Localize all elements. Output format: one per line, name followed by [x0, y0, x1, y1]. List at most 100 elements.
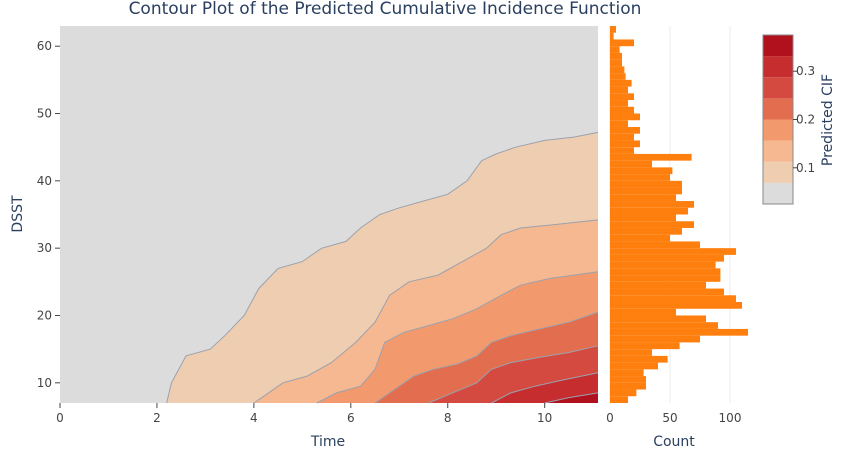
histogram-bar: [610, 59, 622, 67]
y-tick-label: 30: [37, 241, 52, 255]
histogram-bar: [610, 335, 700, 343]
histogram-bar: [610, 106, 634, 114]
histogram-bar: [610, 227, 682, 235]
histogram-bar: [610, 349, 652, 356]
histogram-bar: [610, 201, 694, 208]
x-tick-label: 10: [537, 411, 552, 425]
contour-panel[interactable]: [60, 26, 599, 404]
histogram-bar: [610, 328, 748, 336]
y-tick-label: 50: [37, 107, 52, 121]
colorbar-tick-label: 0.3: [796, 64, 815, 78]
histogram-x-axis: 0 50 100: [606, 411, 741, 425]
x-axis-title: Time: [310, 434, 345, 450]
histogram-bar: [610, 32, 614, 40]
x-tick-label: 0: [56, 411, 64, 425]
histogram-bar: [610, 376, 646, 383]
histogram-x-axis-title: Count: [653, 434, 695, 450]
histogram-bar: [610, 120, 628, 127]
contour-line-3: [316, 271, 599, 404]
histogram-bar: [610, 153, 692, 161]
histogram-bar: [610, 93, 634, 101]
histogram-bars: [610, 26, 748, 403]
colorbar-title: Predicted CIF: [820, 74, 836, 166]
colorbar-swatch: [763, 98, 793, 120]
colorbar-swatch: [763, 119, 793, 141]
y-tick-label: 40: [37, 174, 52, 188]
y-axis: 10 20 30 40 50 60: [37, 39, 60, 390]
histogram-bar: [610, 73, 626, 80]
histogram-bar: [610, 160, 652, 168]
histogram-bar: [610, 180, 682, 188]
y-tick-label: 10: [37, 376, 52, 390]
x-tick-label: 6: [347, 411, 355, 425]
histogram-x-tick-label: 50: [662, 411, 677, 425]
histogram-bar: [610, 113, 640, 121]
histogram-bar: [610, 100, 628, 107]
histogram-bar: [610, 268, 721, 276]
colorbar-swatch: [763, 35, 793, 57]
contour-band-6: [491, 372, 598, 403]
histogram-bar: [610, 126, 640, 134]
histogram-bar: [610, 248, 736, 255]
contour-line-6: [491, 372, 599, 404]
x-tick-label: 4: [250, 411, 258, 425]
histogram-bar: [610, 52, 622, 60]
histogram-bar: [610, 295, 736, 303]
histogram-bar: [610, 281, 706, 289]
histogram-bar: [610, 355, 668, 363]
contour-line-1: [166, 131, 599, 404]
colorbar-swatch: [763, 77, 793, 99]
y-tick-label: 20: [37, 308, 52, 322]
histogram-bar: [610, 302, 742, 309]
chart-title: Contour Plot of the Predicted Cumulative…: [129, 0, 642, 19]
histogram-bar: [610, 39, 634, 47]
histogram-bar: [610, 362, 658, 370]
histogram-bar: [610, 174, 670, 181]
histogram-bar: [610, 369, 644, 377]
histogram-bar: [610, 86, 628, 94]
histogram-bar: [610, 133, 634, 141]
histogram-x-tick-label: 100: [719, 411, 742, 425]
y-axis-title: DSST: [10, 195, 26, 233]
histogram-bar: [610, 396, 628, 403]
contour-line-7: [544, 392, 599, 404]
histogram-bar: [610, 261, 716, 269]
x-tick-label: 8: [444, 411, 452, 425]
histogram-x-tick-label: 0: [606, 411, 614, 425]
histogram-bar: [610, 389, 637, 397]
histogram-bar: [610, 275, 721, 282]
contour-line-5: [428, 345, 599, 404]
colorbar-swatch: [763, 161, 793, 183]
histogram-bar: [610, 308, 676, 316]
histogram-bar: [610, 140, 640, 148]
histogram-bar: [610, 26, 616, 33]
histogram-bar: [610, 315, 706, 323]
colorbar-tick-label: 0.1: [796, 161, 815, 175]
histogram-bar: [610, 288, 724, 296]
histogram-bar: [610, 241, 700, 249]
x-tick-label: 2: [153, 411, 161, 425]
colorbar-swatch: [763, 182, 793, 204]
histogram-bar: [610, 66, 625, 74]
histogram-bar: [610, 382, 646, 390]
contour-lines: [166, 131, 599, 404]
histogram-bar: [610, 254, 724, 262]
histogram-bar: [610, 207, 688, 215]
histogram-bar: [610, 221, 694, 228]
x-axis: 0 2 4 6 8 10: [56, 403, 552, 425]
histogram-bar: [610, 79, 632, 87]
histogram-bar: [610, 194, 676, 202]
histogram-bar: [610, 322, 718, 329]
histogram-bar: [610, 147, 634, 154]
histogram-bar: [610, 234, 670, 242]
histogram-bar: [610, 46, 620, 53]
histogram-bar: [610, 167, 673, 175]
histogram-bar: [610, 187, 682, 195]
contour-line-2: [253, 219, 599, 404]
colorbar-tick-label: 0.2: [796, 113, 815, 127]
colorbar-swatch: [763, 56, 793, 78]
histogram-panel[interactable]: [609, 26, 748, 403]
histogram-bar: [610, 214, 676, 222]
colorbar-swatch: [763, 140, 793, 162]
